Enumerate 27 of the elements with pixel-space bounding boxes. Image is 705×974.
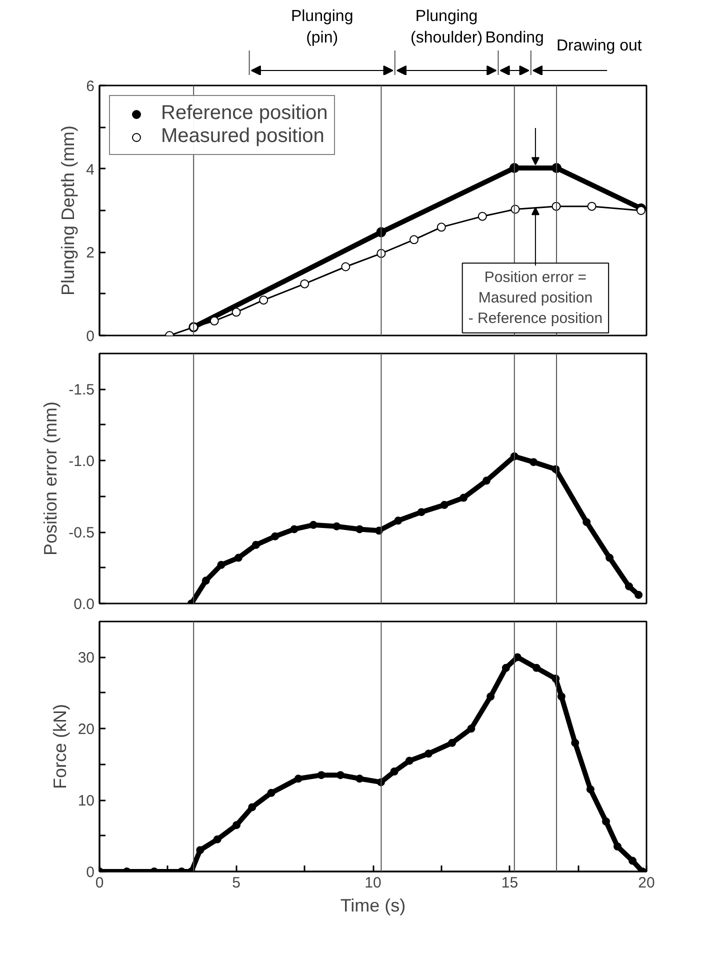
y-tick-label: 4 [86,161,94,178]
y-axis-title: Position error (mm) [40,401,61,556]
y-tick-label: -1.5 [68,382,95,399]
legend-label: Reference position [161,102,328,125]
y-axis-title: Force (kN) [50,704,70,789]
x-tick-label: 10 [364,874,382,892]
x-tick-label: 15 [501,874,518,892]
y-tick-label: 2 [86,244,94,262]
annotation: Position error = Masured position - Reference position [468,269,603,327]
y-tick-label: 0 [86,328,94,345]
y-tick-label: 6 [86,78,94,95]
y-tick-label: -1.0 [68,453,95,470]
y-tick-label: 0 [86,864,94,881]
y-axis-title: Plunging Depth (mm) [58,125,78,296]
text: Drawing out [556,38,642,55]
x-axis-title: Time (s) [340,896,406,916]
y-tick-label: 20 [78,721,95,738]
legend-label: Measured position [161,125,324,148]
text: Plunging (shoulder) [410,8,483,46]
x-tick-label: 5 [232,874,240,892]
x-tick-label: 20 [638,874,655,892]
y-tick-label: -0.5 [68,524,95,542]
text: Plunging (pin) [290,8,354,46]
y-tick-label: 0.0 [74,596,95,613]
y-tick-label: 10 [78,792,95,810]
y-tick-label: 30 [78,650,95,667]
text: Bonding [485,29,544,46]
